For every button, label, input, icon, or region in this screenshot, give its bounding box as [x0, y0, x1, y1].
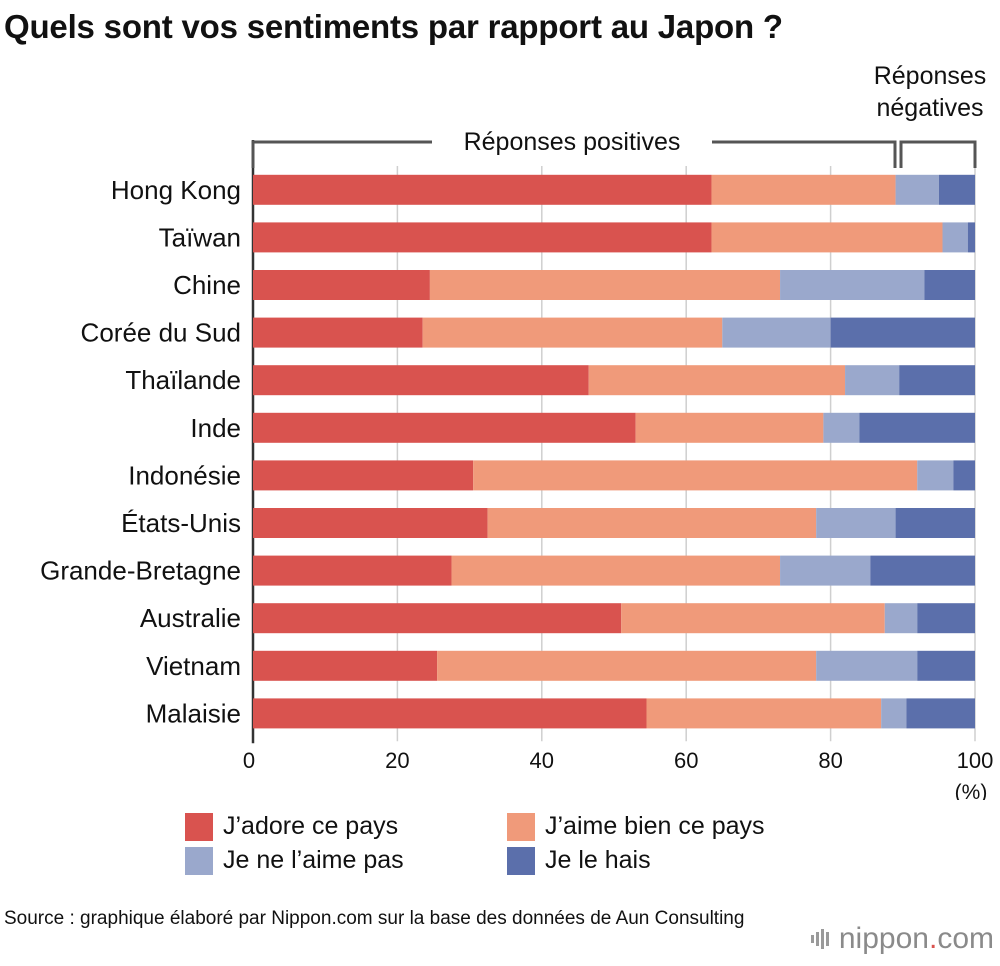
tick-label: 100: [957, 748, 994, 773]
bar-segment: [895, 508, 975, 538]
bar-segment: [823, 412, 860, 443]
bar-segment: [588, 365, 846, 396]
bar-segment: [780, 270, 925, 300]
response-brackets: Réponses positives Réponses négatives: [251, 62, 987, 168]
legend-label: J’aime bien ce pays: [545, 812, 765, 840]
unit-label: (%): [955, 781, 988, 800]
nippon-logo: nippon. com: [810, 922, 994, 956]
logo-brand: nippon: [838, 922, 929, 955]
tick-label: 40: [530, 748, 554, 773]
category-label: Corée du Sud: [81, 318, 241, 348]
bar-segment: [253, 270, 430, 300]
bar-segment: [711, 174, 896, 205]
category-label: Grande-Bretagne: [40, 556, 241, 586]
bar-segment: [253, 317, 423, 348]
category-label: Taïwan: [159, 222, 241, 252]
bar-segment: [917, 650, 975, 681]
bar-segment: [253, 460, 474, 491]
bar-segment: [253, 365, 589, 396]
bar-segment: [711, 222, 943, 253]
bar-segment: [451, 555, 781, 586]
bar-segment: [422, 317, 723, 348]
bar-segment: [253, 508, 488, 538]
category-labels: Hong Kong Taïwan Chine Corée du Sud Thaïland…: [40, 175, 241, 729]
bar-segment: [881, 698, 907, 729]
positive-label: Réponses positives: [464, 128, 681, 156]
category-label: Australie: [140, 603, 241, 633]
bar-segment: [967, 222, 975, 253]
source-note: Source : graphique élaboré par Nippon.co…: [4, 908, 745, 929]
legend-item-aime-pas: Je ne l’aime pas: [185, 846, 404, 875]
bar-segment: [437, 650, 817, 681]
bar-segment: [899, 365, 975, 396]
bar-segment: [253, 174, 712, 205]
bar-segment: [816, 508, 896, 538]
bar-segment: [870, 555, 975, 586]
legend-swatch: [507, 846, 535, 875]
bar-segment: [473, 460, 918, 491]
bar-segment: [942, 222, 968, 253]
stacked-bar-chart: Réponses positives Réponses négatives Hong…: [40, 62, 993, 800]
bar-segment: [845, 365, 900, 396]
bar-segment: [253, 650, 438, 681]
bar-segment: [780, 555, 871, 586]
bar-segment: [253, 412, 636, 443]
tick-label: 60: [674, 748, 698, 773]
bar-segment: [953, 460, 975, 491]
category-label: Malaisie: [146, 698, 241, 728]
bar-segment: [859, 412, 975, 443]
category-label: Hong Kong: [111, 175, 241, 205]
legend-label: Je ne l’aime pas: [223, 846, 404, 874]
legend-item-hais: Je le hais: [507, 846, 651, 875]
category-label: Indonésie: [128, 460, 241, 490]
category-label: Chine: [173, 270, 241, 300]
bar-segment: [830, 317, 975, 348]
positive-bracket-right: [712, 140, 897, 168]
bar-segment: [253, 698, 647, 729]
bar-segment: [917, 603, 975, 634]
bar-segment: [938, 174, 975, 205]
x-axis-ticks: 0 20 40 60 80 100 (%): [243, 748, 993, 800]
logo-suffix: com: [937, 922, 994, 955]
bar-segment: [253, 555, 452, 586]
negative-bracket: [899, 140, 977, 168]
negative-label-line1: Réponses: [874, 62, 987, 90]
tick-label: 0: [243, 748, 255, 773]
bar-segment: [895, 174, 939, 205]
logo-dot: .: [928, 922, 938, 955]
bar-segment: [906, 698, 975, 729]
negative-label-line2: négatives: [876, 94, 983, 122]
bar-segment: [884, 603, 918, 634]
legend-swatch: [185, 812, 213, 841]
bar-segment: [429, 270, 781, 300]
category-label: Inde: [190, 413, 241, 443]
bar-segment: [621, 603, 885, 634]
logo-bars-icon: [810, 928, 831, 950]
legend-swatch: [507, 812, 535, 841]
bar-segment: [253, 222, 712, 253]
bar-segment: [924, 270, 975, 300]
bar-segment: [917, 460, 954, 491]
tick-label: 80: [818, 748, 842, 773]
legend-item-adore: J’adore ce pays: [185, 812, 398, 841]
bar-segment: [816, 650, 918, 681]
legend-item-aime-bien: J’aime bien ce pays: [507, 812, 765, 841]
category-label: Vietnam: [146, 651, 241, 681]
chart-title: Quels sont vos sentiments par rapport au…: [4, 8, 783, 45]
tick-label: 20: [385, 748, 409, 773]
category-label: États-Unis: [121, 508, 241, 538]
positive-bracket-left: [251, 140, 432, 168]
legend-label: J’adore ce pays: [223, 812, 399, 840]
category-label: Thaïlande: [125, 365, 241, 395]
legend-swatch: [185, 846, 213, 875]
bars: [253, 174, 975, 729]
bar-segment: [635, 412, 824, 443]
bar-segment: [253, 603, 622, 634]
bar-segment: [646, 698, 882, 729]
bar-segment: [487, 508, 817, 538]
bar-segment: [722, 317, 831, 348]
legend-label: Je le hais: [545, 846, 651, 874]
